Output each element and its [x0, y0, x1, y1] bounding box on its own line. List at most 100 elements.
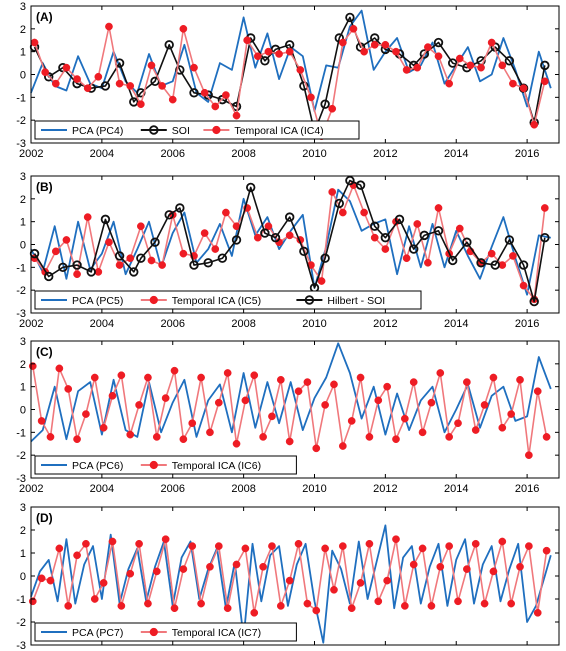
series-point — [349, 24, 358, 33]
series-point — [299, 81, 309, 91]
legend-label: PCA (PC4) — [72, 125, 123, 137]
series-point — [540, 77, 549, 86]
series-point — [542, 546, 551, 555]
series-point — [498, 61, 507, 70]
series-point — [211, 245, 220, 253]
series-point — [147, 256, 156, 265]
series-point — [250, 608, 259, 617]
series-point — [188, 542, 197, 550]
series-point — [137, 222, 145, 231]
series-point — [55, 544, 64, 553]
series-point — [260, 56, 270, 66]
series-point — [370, 221, 380, 231]
series-point — [445, 79, 453, 88]
legend-label: Temporal ICA (IC5) — [172, 295, 261, 307]
series-point — [509, 79, 517, 88]
x-tick-label: 2004 — [90, 483, 114, 495]
series-point — [270, 232, 281, 243]
panel-label: (A) — [36, 10, 53, 24]
series-point — [434, 204, 443, 212]
legend-box — [34, 120, 360, 140]
series-point — [480, 401, 489, 409]
series-point — [519, 84, 528, 93]
legend-box — [34, 290, 422, 310]
series-point — [509, 252, 517, 260]
series-point — [200, 229, 209, 237]
series-point — [158, 82, 166, 90]
x-tick-label: 2012 — [373, 483, 397, 495]
x-tick-label: 2016 — [515, 318, 539, 330]
series-point — [347, 604, 356, 613]
legend-swatch-marker — [304, 295, 315, 305]
series-point — [370, 233, 379, 242]
series-point — [231, 235, 242, 245]
series-point — [64, 385, 73, 393]
x-tick-label: 2002 — [19, 483, 43, 495]
series-point — [540, 232, 550, 243]
y-tick-label: 2 — [20, 359, 26, 371]
legend: PCA (PC6) Temporal ICA (IC6) — [34, 455, 297, 475]
series-point — [126, 569, 135, 578]
series-point — [64, 602, 73, 610]
series-point — [519, 281, 528, 290]
series-point — [260, 228, 270, 238]
series-point — [203, 258, 213, 268]
series-point — [82, 410, 90, 418]
series-point — [330, 585, 338, 594]
series-point — [454, 597, 462, 606]
series-point — [424, 43, 432, 51]
series-point — [108, 537, 117, 546]
series-point — [330, 380, 338, 389]
legend-swatch-marker — [149, 460, 158, 470]
series-point — [392, 535, 400, 544]
series-point — [232, 439, 241, 448]
series-point — [150, 237, 160, 247]
series-point — [168, 95, 177, 104]
series-point — [355, 180, 366, 190]
legend-label: Hilbert - SOI — [327, 295, 385, 307]
legend-swatch-marker — [149, 125, 159, 135]
series-point — [241, 544, 250, 553]
series-point — [105, 22, 113, 31]
series-point — [55, 364, 64, 373]
series-point — [489, 373, 498, 382]
series-point — [214, 398, 223, 407]
series-point — [380, 232, 391, 243]
series-point — [516, 562, 524, 571]
legend-swatch-marker — [212, 125, 221, 135]
series-point — [445, 433, 453, 441]
series-point — [394, 214, 405, 225]
series-point — [360, 208, 368, 217]
series-point — [320, 99, 330, 109]
series-point — [188, 419, 197, 428]
series-point — [158, 261, 166, 269]
legend-label: SOI — [172, 125, 190, 137]
series-point — [217, 253, 228, 263]
series-point — [433, 37, 444, 48]
legend-swatch-marker — [149, 295, 158, 305]
series-point — [320, 253, 330, 263]
x-tick-label: 2014 — [444, 318, 468, 330]
legend: PCA (PC5) Temporal ICA (IC5) Hilbert - SOI — [34, 290, 422, 310]
series-point — [409, 244, 419, 254]
series-point — [100, 81, 111, 91]
series-point — [401, 602, 409, 610]
series-point — [117, 602, 126, 610]
series-point — [115, 79, 124, 88]
series-point — [62, 63, 71, 72]
y-tick-label: 3 — [20, 336, 26, 348]
series-point — [418, 544, 427, 553]
series-point — [197, 599, 205, 608]
series-point — [179, 435, 188, 444]
x-tick-label: 2002 — [19, 148, 43, 160]
x-tick-label: 2014 — [444, 148, 468, 160]
x-tick-label: 2008 — [231, 148, 255, 160]
y-tick-label: -1 — [16, 594, 26, 606]
series-point — [392, 435, 400, 444]
y-tick-label: -3 — [16, 473, 26, 485]
series-point — [490, 260, 500, 270]
y-tick-label: -2 — [16, 115, 26, 127]
x-tick-label: 2004 — [90, 318, 114, 330]
series-point — [100, 214, 111, 225]
